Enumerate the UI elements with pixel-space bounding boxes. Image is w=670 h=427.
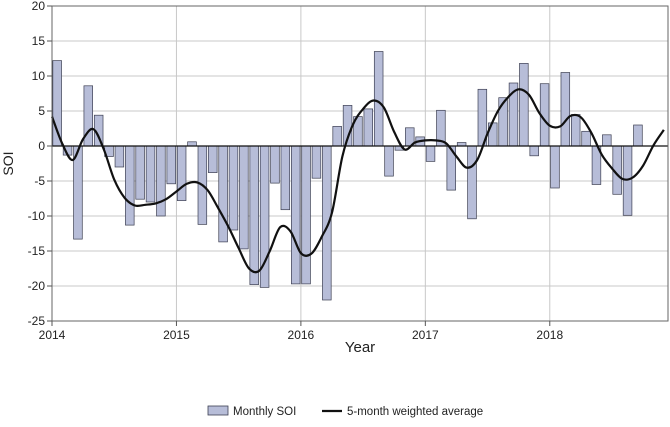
y-tick-label: -25 bbox=[28, 314, 46, 328]
y-tick-label: 5 bbox=[38, 104, 45, 118]
x-tick-label: 2017 bbox=[412, 328, 439, 342]
y-tick-label: 15 bbox=[32, 34, 46, 48]
soi-bar bbox=[176, 145, 187, 201]
y-tick-label: 10 bbox=[32, 69, 46, 83]
y-tick-label: 0 bbox=[38, 139, 45, 153]
y-tick-label: -20 bbox=[28, 279, 46, 293]
soi-bar bbox=[270, 145, 280, 184]
y-axis-title: SOI bbox=[0, 151, 16, 175]
soi-bar bbox=[114, 145, 125, 168]
soi-bar bbox=[633, 124, 643, 147]
weighted-average-line bbox=[50, 88, 665, 274]
soi-bar bbox=[425, 145, 436, 162]
soi-bar bbox=[363, 108, 374, 147]
soi-bar bbox=[570, 114, 581, 147]
soi-bar bbox=[332, 126, 342, 147]
soi-bar bbox=[166, 145, 176, 185]
x-tick-label: 2018 bbox=[536, 328, 563, 342]
monthly-soi-bars bbox=[52, 51, 643, 301]
soi-bar bbox=[602, 134, 612, 147]
soi-bar bbox=[550, 145, 560, 189]
soi-bar bbox=[156, 145, 166, 217]
soi-bar bbox=[373, 51, 384, 147]
soi-bar bbox=[560, 72, 571, 147]
y-tick-label: -10 bbox=[28, 209, 46, 223]
soi-bar bbox=[529, 145, 539, 157]
soi-bar bbox=[125, 145, 135, 226]
legend-bar-swatch bbox=[207, 405, 229, 416]
x-tick-label: 2016 bbox=[288, 328, 315, 342]
soi-bar bbox=[145, 145, 156, 203]
y-tick-label: -5 bbox=[34, 174, 45, 188]
soi-bar bbox=[581, 130, 591, 147]
soi-bar bbox=[249, 145, 259, 285]
soi-bar bbox=[311, 145, 322, 179]
legend: Monthly SOI 5-month weighted average bbox=[207, 405, 483, 418]
soi-bar bbox=[228, 145, 239, 231]
soi-bar bbox=[239, 145, 249, 250]
plot-border bbox=[51, 5, 669, 322]
soi-bar bbox=[467, 145, 477, 220]
y-tick-label: 20 bbox=[32, 0, 46, 13]
soi-bar bbox=[322, 145, 332, 301]
legend-line-label: 5-month weighted average bbox=[347, 406, 483, 418]
legend-bar-label: Monthly SOI bbox=[233, 406, 296, 418]
soi-bar bbox=[218, 145, 228, 243]
soi-bar bbox=[291, 145, 301, 285]
soi-bar bbox=[384, 145, 394, 177]
x-tick-label: 2015 bbox=[163, 328, 190, 342]
soi-bar bbox=[135, 145, 145, 200]
weighted-average-line-layer bbox=[50, 88, 665, 274]
x-tick-label: 2014 bbox=[39, 328, 66, 342]
soi-bar bbox=[519, 63, 529, 147]
x-axis-title: Year bbox=[345, 339, 375, 356]
soi-bar bbox=[187, 141, 197, 147]
soi-bar bbox=[73, 145, 83, 240]
plot-frame bbox=[51, 5, 669, 322]
soi-bar bbox=[208, 145, 218, 173]
soi-bar bbox=[301, 145, 311, 285]
soi-bar bbox=[280, 145, 291, 211]
y-tick-label: -15 bbox=[28, 244, 46, 258]
